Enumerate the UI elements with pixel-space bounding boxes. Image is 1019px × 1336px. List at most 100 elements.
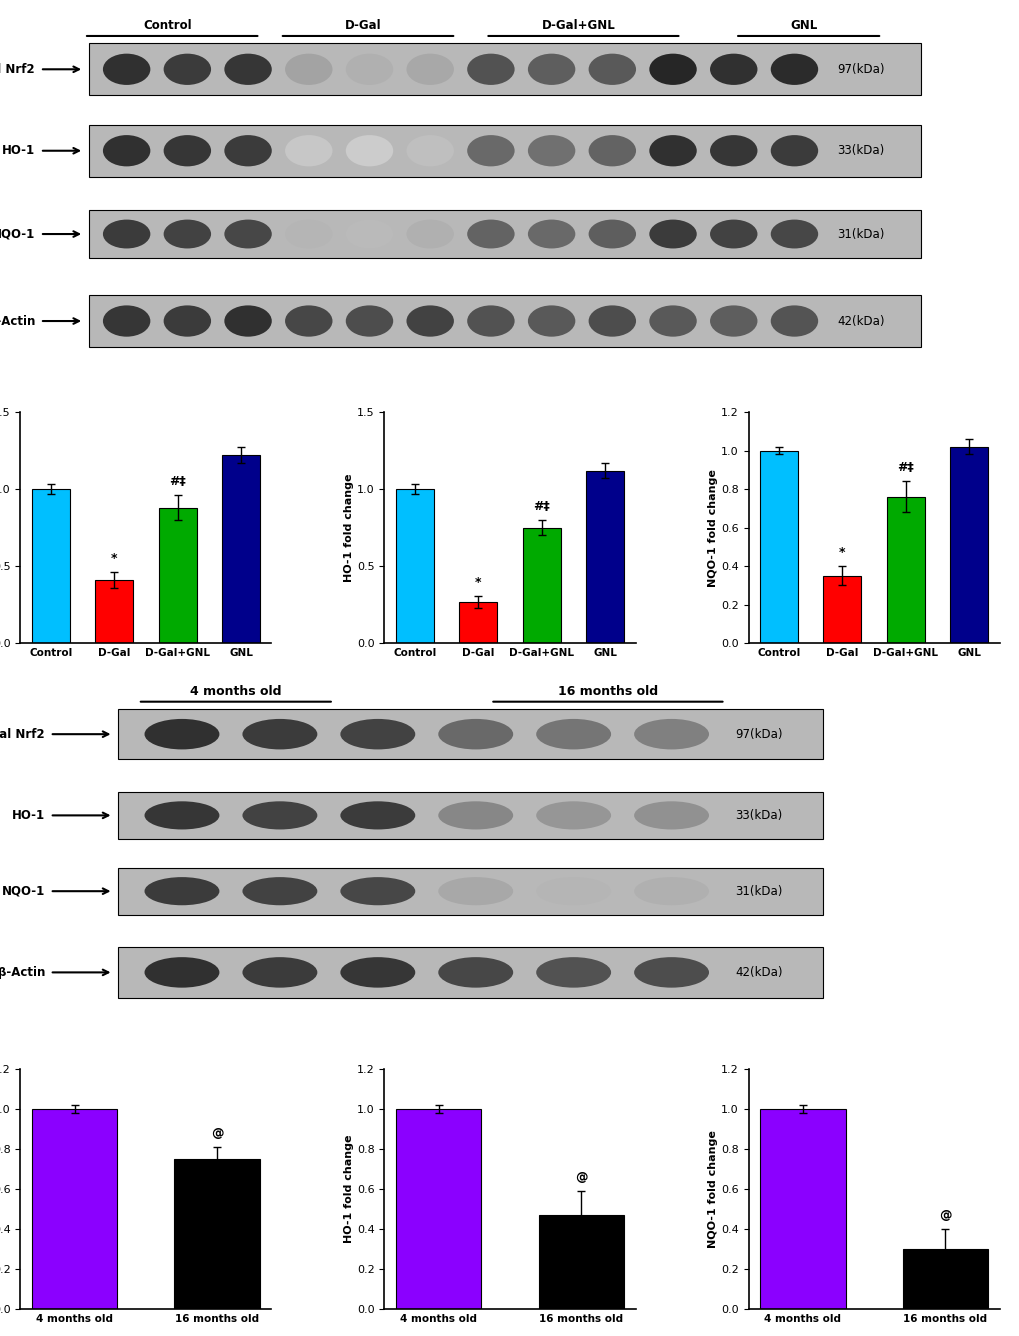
Bar xyxy=(759,1109,845,1309)
FancyBboxPatch shape xyxy=(118,867,822,915)
Ellipse shape xyxy=(770,135,817,167)
Ellipse shape xyxy=(243,719,317,749)
Ellipse shape xyxy=(103,53,150,86)
Ellipse shape xyxy=(709,135,757,167)
Text: *: * xyxy=(111,553,117,565)
Ellipse shape xyxy=(536,802,610,830)
Ellipse shape xyxy=(407,219,453,248)
Bar xyxy=(822,576,860,644)
Ellipse shape xyxy=(438,802,513,830)
Ellipse shape xyxy=(145,878,219,906)
Text: *: * xyxy=(475,576,481,589)
Text: @: @ xyxy=(211,1126,223,1140)
Ellipse shape xyxy=(528,135,575,167)
Ellipse shape xyxy=(649,219,696,248)
Ellipse shape xyxy=(284,135,332,167)
Ellipse shape xyxy=(438,719,513,749)
Ellipse shape xyxy=(340,878,415,906)
Text: 42(kDa): 42(kDa) xyxy=(837,314,883,327)
Ellipse shape xyxy=(536,878,610,906)
Text: 97(kDa): 97(kDa) xyxy=(837,63,883,76)
Ellipse shape xyxy=(528,306,575,337)
FancyBboxPatch shape xyxy=(89,43,920,95)
Ellipse shape xyxy=(103,135,150,167)
FancyBboxPatch shape xyxy=(89,295,920,347)
Ellipse shape xyxy=(224,135,271,167)
Ellipse shape xyxy=(243,802,317,830)
Ellipse shape xyxy=(634,878,708,906)
Y-axis label: NQO-1 fold change: NQO-1 fold change xyxy=(707,1130,717,1248)
Text: D-Gal+GNL: D-Gal+GNL xyxy=(541,19,614,32)
Bar xyxy=(32,1109,117,1309)
Ellipse shape xyxy=(528,219,575,248)
Ellipse shape xyxy=(224,219,271,248)
Bar xyxy=(159,508,197,644)
Ellipse shape xyxy=(634,957,708,987)
Text: #‡: #‡ xyxy=(169,476,185,489)
Ellipse shape xyxy=(438,957,513,987)
Text: D-Gal: D-Gal xyxy=(344,19,381,32)
Text: @: @ xyxy=(938,1209,951,1222)
FancyBboxPatch shape xyxy=(118,792,822,839)
Text: Control: Control xyxy=(143,19,192,32)
Ellipse shape xyxy=(163,135,211,167)
Text: *: * xyxy=(839,546,845,560)
Ellipse shape xyxy=(438,878,513,906)
Y-axis label: HO-1 fold change: HO-1 fold change xyxy=(343,1134,354,1244)
Ellipse shape xyxy=(709,219,757,248)
Text: 16 months old: 16 months old xyxy=(557,685,657,699)
Ellipse shape xyxy=(634,719,708,749)
Text: Total Nrf2: Total Nrf2 xyxy=(0,728,45,740)
Bar xyxy=(95,580,133,644)
Bar xyxy=(174,1158,260,1309)
Ellipse shape xyxy=(528,53,575,86)
Y-axis label: NQO-1 fold change: NQO-1 fold change xyxy=(707,469,717,587)
Ellipse shape xyxy=(709,53,757,86)
Ellipse shape xyxy=(284,219,332,248)
Ellipse shape xyxy=(145,802,219,830)
Ellipse shape xyxy=(145,957,219,987)
Ellipse shape xyxy=(224,306,271,337)
Ellipse shape xyxy=(536,719,610,749)
Ellipse shape xyxy=(103,306,150,337)
Ellipse shape xyxy=(588,135,636,167)
Text: β-Actin: β-Actin xyxy=(0,966,45,979)
Ellipse shape xyxy=(243,957,317,987)
Ellipse shape xyxy=(345,219,392,248)
Ellipse shape xyxy=(588,306,636,337)
FancyBboxPatch shape xyxy=(118,709,822,759)
Ellipse shape xyxy=(770,306,817,337)
Bar xyxy=(586,470,624,644)
Bar xyxy=(222,456,260,644)
Ellipse shape xyxy=(467,219,515,248)
Ellipse shape xyxy=(163,53,211,86)
Bar xyxy=(886,497,924,644)
Ellipse shape xyxy=(284,53,332,86)
FancyBboxPatch shape xyxy=(89,210,920,258)
Y-axis label: HO-1 fold change: HO-1 fold change xyxy=(344,473,354,582)
Ellipse shape xyxy=(340,802,415,830)
Text: 33(kDa): 33(kDa) xyxy=(837,144,883,158)
Ellipse shape xyxy=(588,53,636,86)
Text: 97(kDa): 97(kDa) xyxy=(735,728,782,740)
Ellipse shape xyxy=(224,53,271,86)
Text: 31(kDa): 31(kDa) xyxy=(837,227,883,240)
Text: NQO-1: NQO-1 xyxy=(0,227,35,240)
Ellipse shape xyxy=(163,306,211,337)
Text: 31(kDa): 31(kDa) xyxy=(735,884,782,898)
Bar xyxy=(395,489,433,644)
Ellipse shape xyxy=(407,306,453,337)
Text: 42(kDa): 42(kDa) xyxy=(735,966,782,979)
Ellipse shape xyxy=(145,719,219,749)
Bar xyxy=(538,1214,624,1309)
Text: #‡: #‡ xyxy=(533,500,549,513)
Text: @: @ xyxy=(575,1170,587,1184)
Ellipse shape xyxy=(649,306,696,337)
Ellipse shape xyxy=(163,219,211,248)
Bar xyxy=(32,489,69,644)
Text: GNL: GNL xyxy=(790,19,816,32)
Text: 33(kDa): 33(kDa) xyxy=(735,808,782,822)
Ellipse shape xyxy=(649,135,696,167)
Text: HO-1: HO-1 xyxy=(12,808,45,822)
Ellipse shape xyxy=(709,306,757,337)
